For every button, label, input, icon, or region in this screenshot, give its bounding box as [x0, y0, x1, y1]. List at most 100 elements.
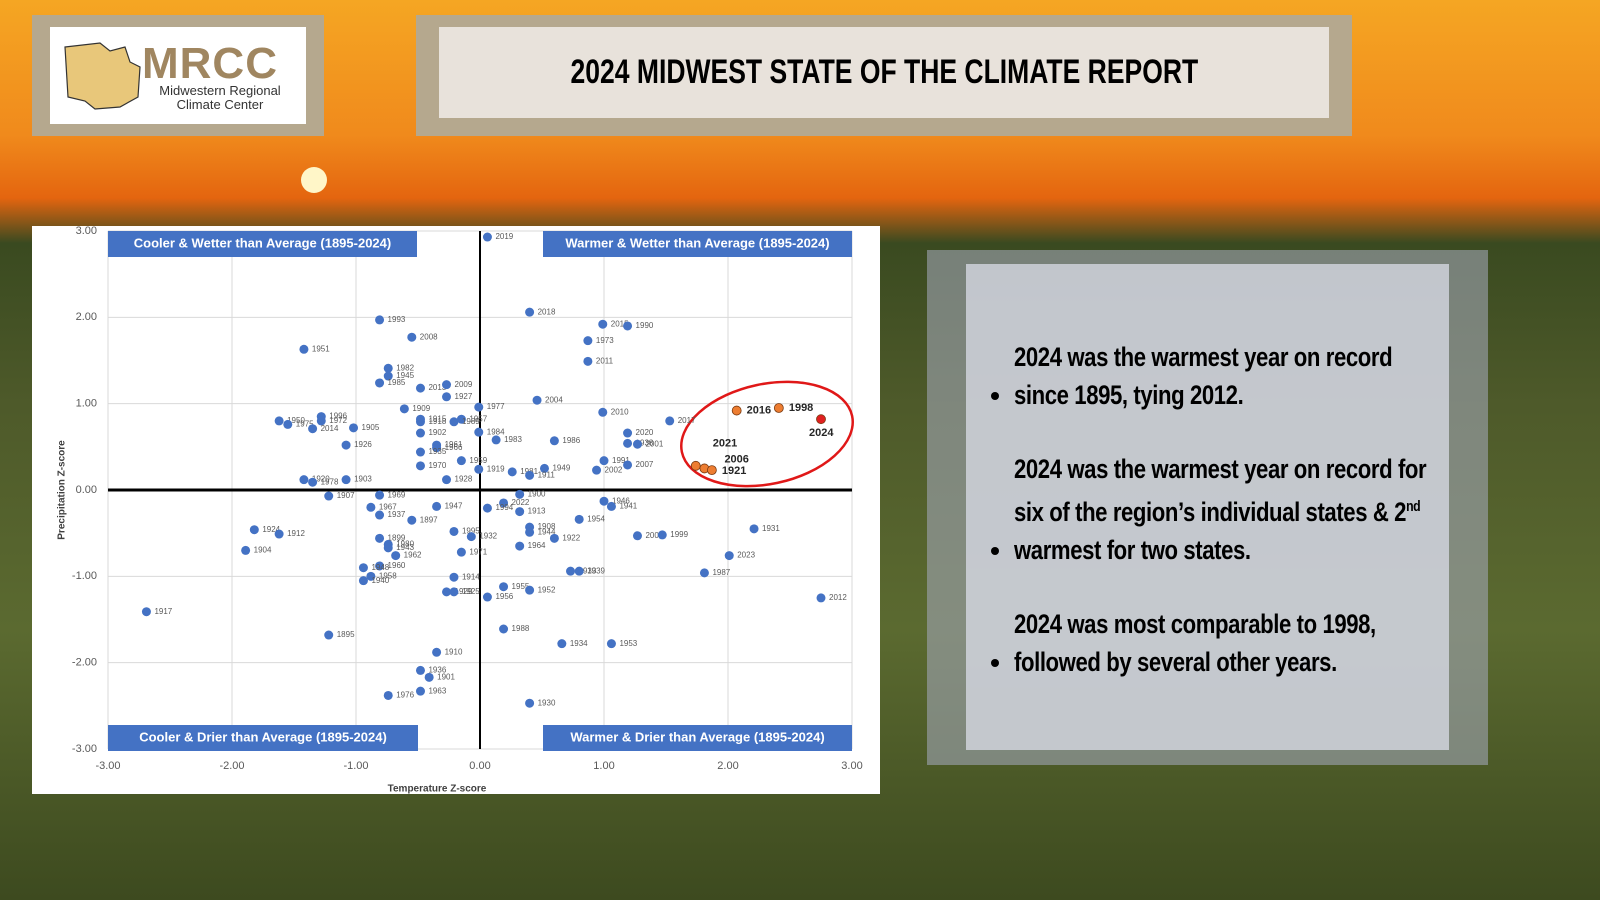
- point: [515, 489, 525, 499]
- point-label: 1999: [670, 530, 688, 539]
- point: [274, 416, 284, 426]
- point-label: 1936: [428, 666, 446, 675]
- point: [606, 501, 616, 511]
- point-label: 1993: [388, 315, 406, 324]
- point: [549, 436, 559, 446]
- point-label: 2019: [495, 232, 513, 241]
- x-tick-label: -1.00: [343, 760, 368, 772]
- logo: MRCC Midwestern Regional Climate Center: [50, 27, 306, 124]
- point-label: 1949: [552, 464, 570, 473]
- point: [424, 672, 434, 682]
- point: [499, 624, 509, 634]
- point-label: 1920: [312, 475, 330, 484]
- point-label: 1903: [354, 475, 372, 484]
- point-label: 1929: [455, 587, 473, 596]
- point: [574, 514, 584, 524]
- point: [474, 464, 484, 474]
- point-label: 1982: [396, 363, 414, 372]
- y-tick-label: -3.00: [72, 743, 97, 755]
- y-tick-label: -1.00: [72, 570, 97, 582]
- point: [358, 563, 368, 573]
- point-label: 1971: [469, 547, 487, 556]
- point-label: 1970: [428, 461, 446, 470]
- point-label: 1902: [428, 428, 446, 437]
- point: [449, 526, 459, 536]
- chart-panel: [32, 226, 880, 794]
- point-label: 1899: [388, 533, 406, 542]
- point-label: 2011: [596, 356, 614, 365]
- highlight-ring: [680, 380, 854, 488]
- point: [583, 356, 593, 366]
- point: [383, 371, 393, 381]
- point: [415, 447, 425, 457]
- point-label: 1915: [428, 414, 446, 423]
- point-label: 1991: [612, 456, 630, 465]
- y-tick-label: -2.00: [72, 657, 97, 669]
- point: [515, 541, 525, 551]
- point: [432, 647, 442, 657]
- report-box: 2024 was the warmest year on record sinc…: [966, 264, 1449, 750]
- x-tick-label: 0.00: [469, 760, 490, 772]
- point-label: 1941: [619, 502, 637, 511]
- point-label: 1989: [462, 417, 480, 426]
- point-label: 1963: [428, 686, 446, 695]
- point: [515, 507, 525, 517]
- point: [456, 547, 466, 557]
- point: [383, 690, 393, 700]
- point: [141, 607, 151, 617]
- point: [623, 428, 633, 438]
- point-label: 1934: [570, 639, 588, 648]
- title-frame: 2024 MIDWEST STATE OF THE CLIMATE REPORT: [416, 15, 1352, 136]
- point-label: 2020: [636, 428, 654, 437]
- x-tick-label: 1.00: [593, 760, 614, 772]
- point-label: 1944: [538, 527, 556, 536]
- point-label: 2013: [428, 383, 446, 392]
- point: [525, 470, 535, 480]
- point-label: 1956: [495, 592, 513, 601]
- point: [456, 414, 466, 424]
- point-label: 2007: [636, 460, 654, 469]
- point: [549, 533, 559, 543]
- point: [623, 460, 633, 470]
- point-label: 2021: [713, 438, 737, 450]
- point: [299, 344, 309, 354]
- title-box: 2024 MIDWEST STATE OF THE CLIMATE REPORT: [439, 27, 1329, 118]
- point: [539, 463, 549, 473]
- point: [391, 551, 401, 561]
- bullet: 2024 was the warmest year on record for …: [1014, 450, 1434, 569]
- point: [525, 307, 535, 317]
- point-label: 1959: [469, 456, 487, 465]
- point: [566, 566, 576, 576]
- point: [407, 515, 417, 525]
- point: [375, 561, 385, 571]
- point-label: 1952: [538, 585, 556, 594]
- point-label: 1977: [487, 402, 505, 411]
- point: [383, 363, 393, 373]
- point-label: 1939: [587, 566, 605, 575]
- bullet: 2024 was the warmest year on record sinc…: [1014, 338, 1434, 414]
- point-label: 1895: [337, 630, 355, 639]
- point: [583, 336, 593, 346]
- map-shape: [64, 42, 141, 110]
- point-label: 1925: [462, 587, 480, 596]
- point: [525, 585, 535, 595]
- point-label: 1924: [262, 525, 280, 534]
- point-label: 1904: [254, 546, 272, 555]
- point-label: 2005: [645, 531, 663, 540]
- bullet: 2024 was most comparable to 1998, follow…: [1014, 605, 1434, 681]
- x-tick-label: -2.00: [219, 760, 244, 772]
- point-label: 1978: [321, 477, 339, 486]
- quadrant-box: [543, 725, 852, 751]
- point: [415, 417, 425, 427]
- point-label: 1957: [469, 414, 487, 423]
- point: [366, 502, 376, 512]
- point: [525, 527, 535, 537]
- point-label: 1910: [445, 647, 463, 656]
- point-label: 1933: [579, 566, 597, 575]
- title: 2024 MIDWEST STATE OF THE CLIMATE REPORT: [570, 53, 1198, 91]
- point: [657, 530, 667, 540]
- logo-text: MRCC: [142, 39, 278, 88]
- point: [324, 630, 334, 640]
- point: [623, 321, 633, 331]
